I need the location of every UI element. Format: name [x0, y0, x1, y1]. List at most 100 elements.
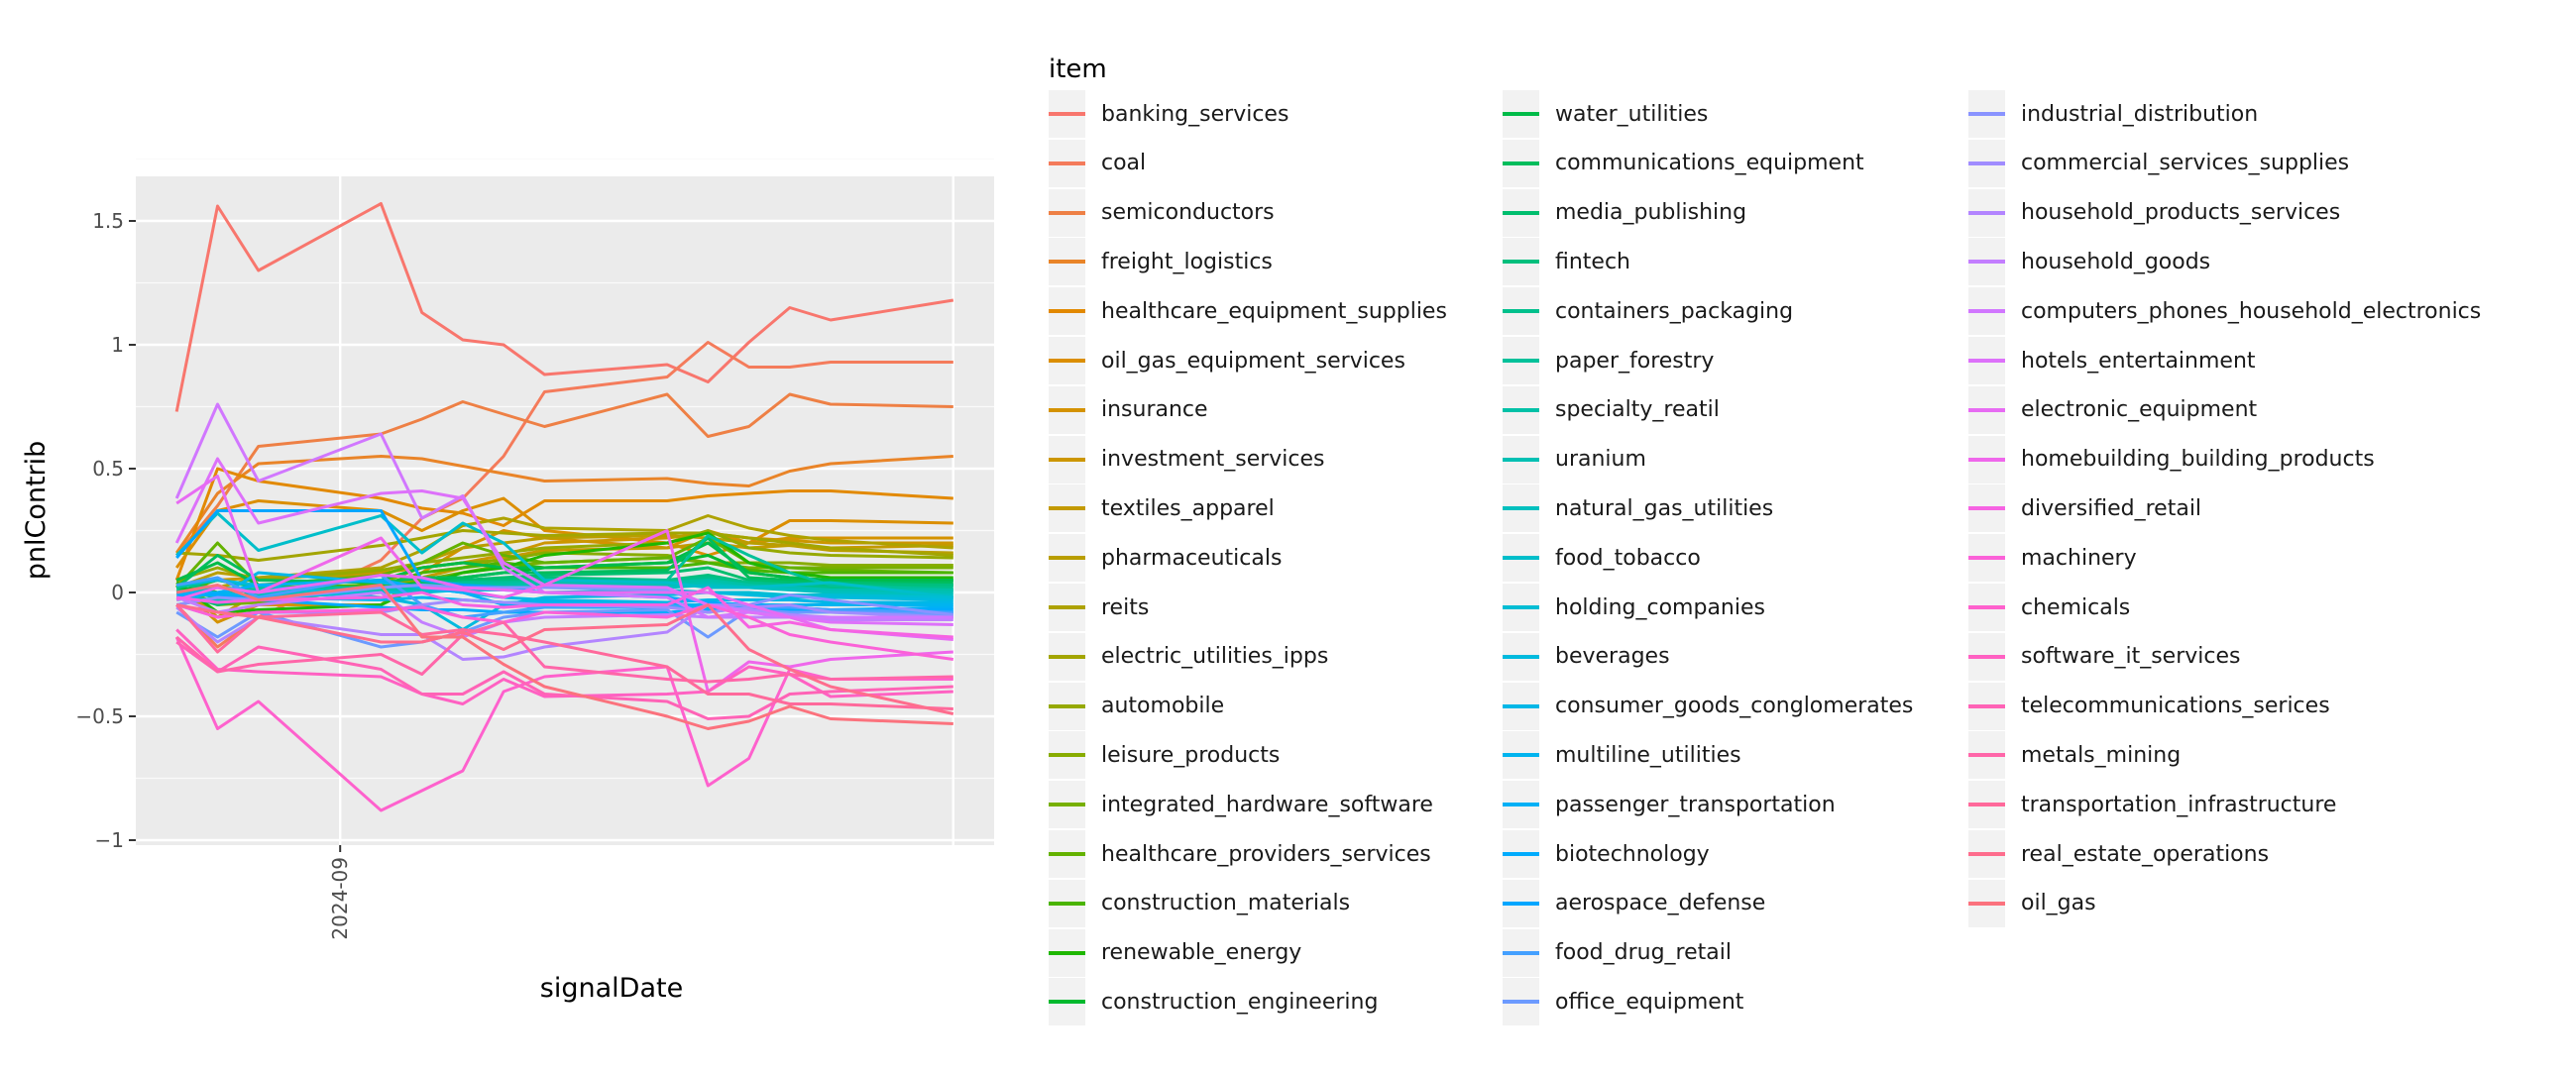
legend-swatch [1049, 112, 1085, 116]
legend-label: chemicals [2021, 594, 2131, 620]
legend-swatch [1968, 703, 2005, 708]
legend-key [1503, 534, 1539, 583]
legend-swatch [1968, 852, 2005, 856]
legend-swatch [1968, 210, 2005, 215]
legend-swatch [1503, 161, 1539, 165]
series-lines [174, 202, 954, 812]
series-line-food-drug-retail [175, 574, 953, 619]
legend-swatch [1503, 753, 1539, 758]
legend-label: metals_mining [2021, 742, 2182, 768]
legend-label: household_goods [2021, 249, 2211, 274]
legend-item: metals_mining [1968, 730, 2181, 780]
legend-item: biotechnology [1503, 829, 1710, 879]
legend-label: commercial_services_supplies [2021, 151, 2350, 176]
y-tick-label: −1 [95, 828, 124, 852]
legend-key [1503, 287, 1539, 336]
legend-key [1049, 337, 1085, 384]
legend-item: containers_packaging [1503, 286, 1793, 336]
legend-swatch [1968, 753, 2005, 758]
legend-key [1049, 90, 1085, 138]
legend-swatch [1503, 359, 1539, 363]
legend-key [1968, 139, 2005, 187]
legend-swatch [1049, 407, 1085, 412]
legend-item: computers_phones_household_electronics [1968, 286, 2481, 336]
legend-label: consumer_goods_conglomerates [1555, 694, 1914, 719]
legend-item: specialty_reatil [1503, 385, 1720, 435]
series-line-consumer-goods-conglomerates [175, 571, 953, 606]
legend-label: reits [1101, 594, 1150, 620]
legend-label: oil_gas_equipment_services [1101, 348, 1405, 374]
legend-item: household_goods [1968, 237, 2210, 286]
series-line-machinery [175, 603, 954, 661]
legend-label: biotechnology [1555, 841, 1710, 867]
legend-label: electronic_equipment [2021, 397, 2258, 423]
legend-label: coal [1101, 151, 1147, 176]
legend-key [1503, 385, 1539, 434]
y-tick-label: −0.5 [75, 704, 124, 728]
legend-key [1049, 534, 1085, 583]
legend-swatch [1968, 457, 2005, 462]
legend-key [1503, 484, 1539, 533]
legend-item: electronic_equipment [1968, 385, 2257, 435]
legend-swatch [1503, 901, 1539, 906]
legend-item: oil_gas [1968, 879, 2096, 928]
legend-label: office_equipment [1555, 989, 1744, 1015]
legend-item: construction_engineering [1049, 977, 1378, 1026]
legend-item: software_it_services [1968, 632, 2240, 682]
legend-item: investment_services [1049, 435, 1325, 484]
legend-swatch [1049, 852, 1085, 856]
legend-swatch [1503, 506, 1539, 511]
legend-key [1968, 632, 2005, 681]
legend-swatch [1968, 556, 2005, 561]
legend-item: telecommunications_serices [1968, 682, 2330, 731]
y-tick-label: 1 [111, 333, 124, 357]
legend-swatch [1049, 654, 1085, 659]
legend-key [1049, 682, 1085, 730]
legend-key [1503, 238, 1539, 286]
legend-swatch [1503, 703, 1539, 708]
legend-swatch [1049, 359, 1085, 363]
legend-item: healthcare_providers_services [1049, 829, 1431, 879]
legend-key [1049, 385, 1085, 434]
legend-key [1503, 928, 1539, 977]
legend-item: media_publishing [1503, 188, 1746, 238]
legend-key [1049, 632, 1085, 681]
legend-label: construction_materials [1101, 891, 1351, 916]
legend-item: holding_companies [1503, 583, 1765, 632]
legend-swatch [1049, 506, 1085, 511]
legend-key [1968, 287, 2005, 336]
legend-item: homebuilding_building_products [1968, 435, 2375, 484]
legend-swatch [1049, 1000, 1085, 1005]
legend-item: transportation_infrastructure [1968, 780, 2336, 829]
legend-swatch [1503, 654, 1539, 659]
legend-item: natural_gas_utilities [1503, 483, 1773, 533]
legend-label: diversified_retail [2021, 495, 2202, 521]
legend-key [1503, 682, 1539, 730]
legend-item: passenger_transportation [1503, 780, 1836, 829]
legend-swatch [1968, 359, 2005, 363]
legend-key [1503, 435, 1539, 483]
legend-swatch [1968, 407, 2005, 412]
legend-key [1503, 584, 1539, 631]
series-line-electric-utilities-ipps [176, 529, 953, 562]
series-line-diversified-retail [176, 586, 953, 639]
legend-key [1503, 879, 1539, 927]
legend-key [1968, 584, 2005, 631]
x-axis-title: signalDate [540, 973, 683, 1004]
series-line-banking-services [174, 202, 954, 412]
series-line-telecommunications-serices [175, 640, 953, 720]
legend-label: electric_utilities_ipps [1101, 644, 1329, 670]
legend-item: household_products_services [1968, 188, 2340, 238]
legend-item: diversified_retail [1968, 483, 2201, 533]
legend-key [1968, 879, 2005, 927]
legend-label: semiconductors [1101, 200, 1275, 226]
legend-key [1503, 90, 1539, 138]
legend-label: integrated_hardware_software [1101, 792, 1433, 817]
legend-swatch [1049, 803, 1085, 807]
legend-item: healthcare_equipment_supplies [1049, 286, 1447, 336]
legend-item: consumer_goods_conglomerates [1503, 682, 1913, 731]
legend-key [1968, 238, 2005, 286]
legend-item: uranium [1503, 435, 1646, 484]
legend-key [1049, 781, 1085, 829]
